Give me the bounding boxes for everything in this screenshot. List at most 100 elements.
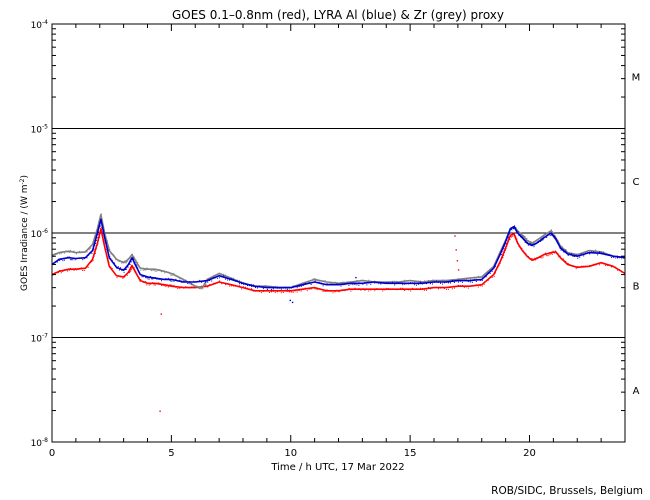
series-1-point [137,261,139,263]
series-1-point [535,239,537,241]
series-0-point [556,252,558,254]
series-2-point [258,285,260,287]
series-2-point [539,240,541,242]
series-2-point [440,282,441,284]
series-2-point [254,287,256,288]
series-1-point [114,255,116,257]
y-tick-label-sup: -4 [42,19,48,26]
series-1-point [140,269,142,271]
series-0-point [548,254,550,256]
series-2-point [338,283,340,285]
series-2-point [527,242,529,243]
series-0-point [412,287,414,289]
series-0-point [599,264,601,266]
series-2-point [485,276,487,278]
series-2-point [154,277,156,278]
series-2-point [494,266,496,268]
series-1-point [412,280,414,282]
series-2-point [525,240,527,242]
series-2-point [239,283,240,285]
outlier-point-7 [291,301,294,304]
series-2-point [537,242,539,243]
series-1-point [595,249,597,251]
series-0-point [211,284,213,286]
series-1-point [63,252,65,254]
series-0-point [266,289,268,291]
series-1-point [336,282,338,284]
series-0-point [304,287,306,289]
series-2-point [126,266,128,268]
series-2-point [249,285,250,287]
series-2-point [489,272,491,274]
series-0-point [72,268,74,270]
series-0-point [489,276,491,278]
series-2-point [603,252,605,254]
series-0-point [402,287,404,289]
series-0-point [498,265,500,267]
series-2-point [504,245,505,247]
series-0-point [451,288,453,290]
series-1-point [80,252,82,254]
series-0-point [530,258,532,260]
series-0-point [138,277,140,279]
series-2-point [358,284,360,286]
series-2-point [205,281,207,283]
series-0-point [372,288,374,290]
series-1-point [402,281,404,283]
series-2-point [127,266,129,268]
series-2-point [141,276,143,278]
series-2-point [292,285,294,287]
series-2-point [80,257,82,259]
series-0-point [92,259,94,261]
series-0-point [134,269,136,271]
series-0-point [374,290,376,292]
series-2-point [611,257,613,259]
series-0-point [509,238,511,240]
series-0-point [494,272,496,274]
series-0-point [499,262,501,264]
series-2-point [191,283,193,285]
series-2-point [332,283,334,285]
series-2-point [529,243,531,245]
series-1-point [481,277,483,279]
series-0-point [161,284,162,286]
series-0-point [453,287,455,289]
series-1-point [229,277,231,279]
series-0-point [336,289,338,291]
series-2-point [162,279,164,280]
series-2-point [350,283,352,285]
series-2-point [71,259,73,261]
series-1-point [551,229,552,231]
series-2-point [534,244,536,246]
series-1-point [469,278,471,280]
series-0-point [102,238,104,240]
series-0-point [607,265,609,266]
series-2-point [531,244,533,246]
series-2-point [148,278,150,280]
series-0-point [504,252,505,254]
series-2-point [129,263,131,265]
series-1-point [601,251,603,253]
series-0-point [145,281,147,283]
series-2-point [215,277,217,279]
series-0-point [241,288,242,290]
series-2-point [149,276,151,277]
series-2-point [99,226,101,228]
series-0-point [334,291,336,293]
series-2-point [123,271,125,273]
series-0-point [110,266,112,268]
series-1-point [69,250,71,251]
series-0-point [540,257,542,259]
series-0-point [247,287,248,289]
series-1-point [181,279,183,281]
series-2-point [457,281,459,283]
series-2-point [519,234,521,235]
series-1-point [102,221,104,222]
series-0-point [167,286,169,288]
series-0-point [229,285,231,287]
series-1-point [392,280,394,282]
series-0-point [479,285,481,287]
series-2-point [124,268,126,270]
series-0-point [135,271,137,273]
series-2-point [133,258,135,260]
